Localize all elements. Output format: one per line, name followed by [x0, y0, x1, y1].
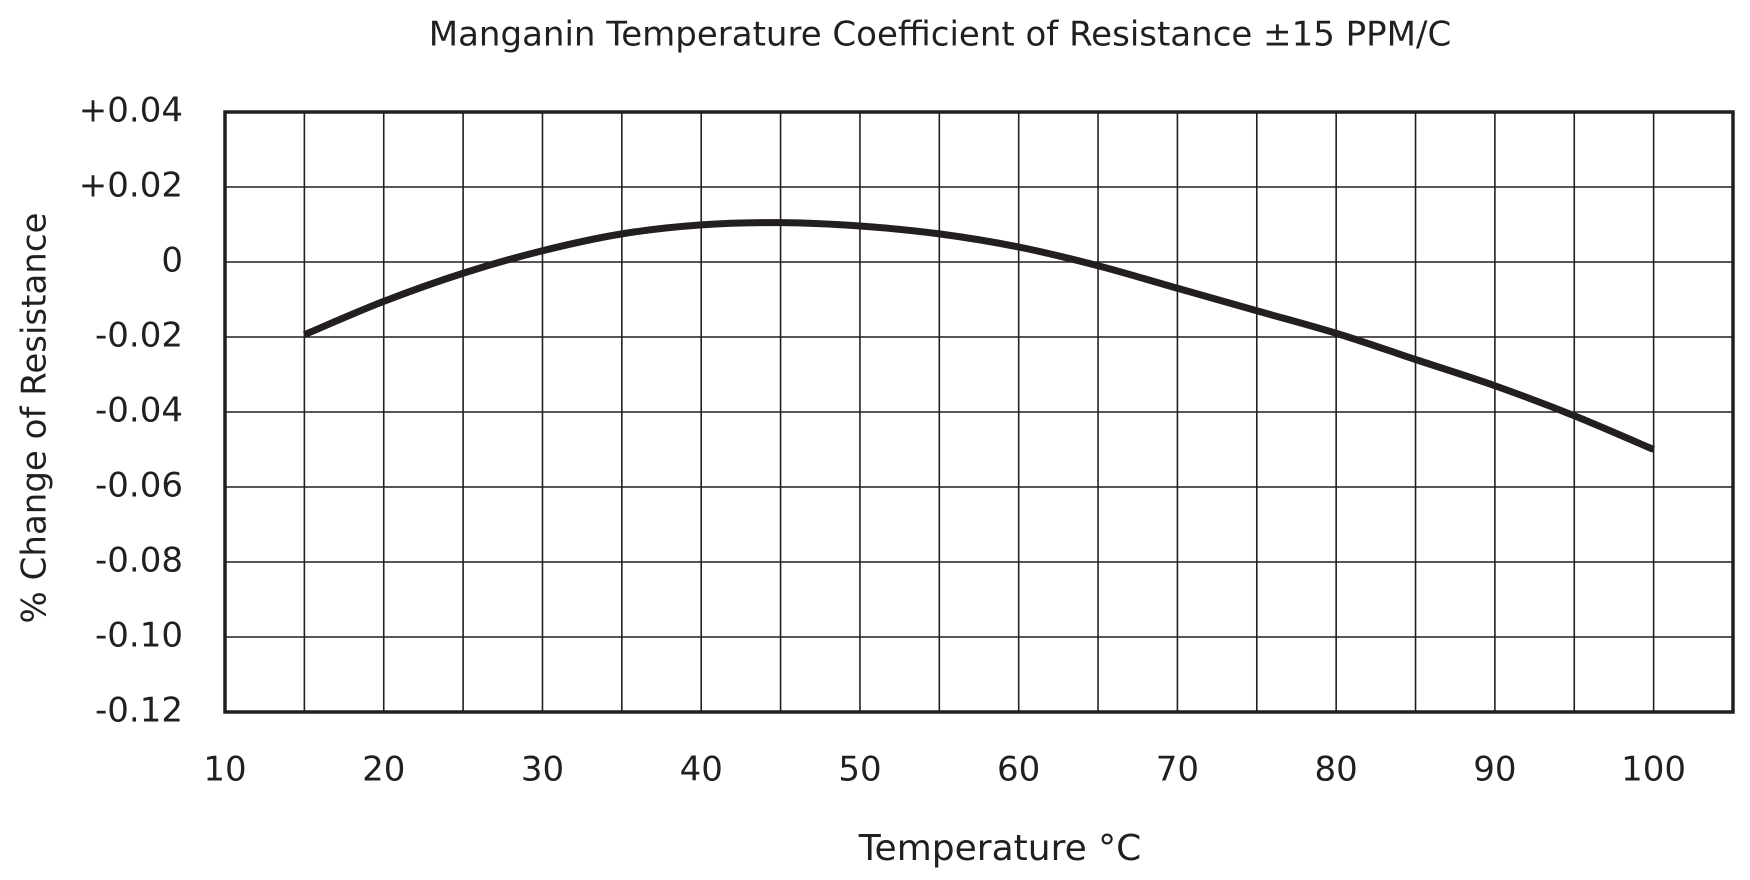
x-tick-label: 40 — [680, 750, 723, 790]
x-tick-label: 20 — [362, 750, 405, 790]
y-tick-label: +0.02 — [79, 166, 183, 206]
chart-title: Manganin Temperature Coefficient of Resi… — [429, 15, 1451, 55]
x-tick-label: 10 — [203, 750, 246, 790]
y-tick-label: -0.06 — [95, 466, 183, 506]
y-tick-label: -0.02 — [95, 316, 183, 356]
y-tick-label: -0.12 — [95, 691, 183, 731]
y-tick-label: -0.08 — [95, 541, 183, 581]
x-tick-label: 80 — [1315, 750, 1358, 790]
x-tick-label: 90 — [1473, 750, 1516, 790]
plot-frame — [223, 110, 1735, 714]
x-axis-label: Temperature °C — [858, 828, 1142, 869]
y-tick-label: 0 — [161, 241, 183, 281]
x-tick-label: 70 — [1156, 750, 1199, 790]
data-line — [303, 219, 1655, 453]
x-tick-label: 60 — [997, 750, 1040, 790]
x-tick-label: 30 — [521, 750, 564, 790]
x-tick-label: 50 — [838, 750, 881, 790]
y-tick-label: -0.10 — [95, 616, 183, 656]
y-axis-label: % Change of Resistance — [15, 213, 55, 624]
y-tick-label: +0.04 — [79, 91, 183, 131]
x-tick-label: 100 — [1621, 750, 1686, 790]
y-tick-label: -0.04 — [95, 391, 183, 431]
